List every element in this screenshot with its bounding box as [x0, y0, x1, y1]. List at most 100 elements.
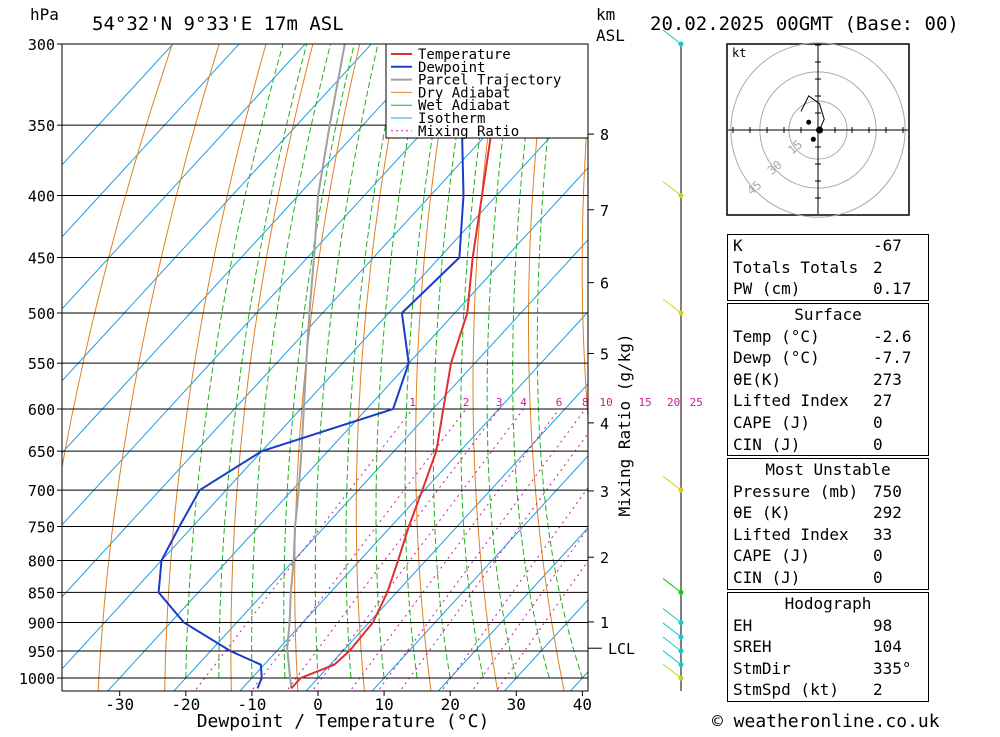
wind-barb	[662, 622, 682, 638]
mixing-ratio-value: 2	[463, 396, 470, 409]
temperature-line	[290, 44, 512, 690]
wind-barb	[662, 298, 682, 314]
km-tick-label: 3	[600, 483, 609, 501]
pressure-tick-label: 900	[28, 615, 55, 633]
wet-adiabat	[432, 44, 472, 679]
pressure-tick-label: 1000	[19, 670, 55, 688]
dry-adiabat	[581, 105, 588, 424]
most-unstable-row: CIN (J) 0	[733, 567, 883, 587]
pressure-unit-label: hPa	[30, 5, 59, 24]
wind-barb-column	[662, 29, 684, 691]
location-title: 54°32'N 9°33'E 17m ASL	[92, 13, 344, 35]
legend-entry: Temperature	[418, 47, 511, 63]
most-unstable-row: CAPE (J) 0	[733, 546, 883, 566]
pressure-tick-label: 400	[28, 187, 55, 205]
temperature-tick-label: 40	[573, 695, 592, 714]
mixing-ratio-value: 25	[690, 396, 703, 409]
mixing-ratio-value: 4	[520, 396, 527, 409]
isotherm	[173, 239, 588, 691]
isotherm	[239, 311, 588, 691]
km-tick-label: 7	[600, 202, 609, 220]
surface-row: Dewp (°C) -7.7	[733, 348, 912, 368]
most-unstable-row: θE (K) 292	[733, 503, 902, 523]
dry-adiabat	[164, 44, 267, 691]
pressure-tick-label: 700	[28, 482, 55, 500]
hodograph-marker	[806, 119, 812, 125]
mixing-ratio-value: 3	[496, 396, 503, 409]
credit-text: © weatheronline.co.uk	[712, 711, 940, 732]
surface-row: Temp (°C) -2.6	[733, 326, 912, 346]
mixing-ratio-line	[285, 408, 500, 691]
plot-frame	[61, 43, 589, 692]
wet-adiabat	[512, 44, 550, 679]
surface-row: Lifted Index 27	[733, 391, 893, 411]
most-unstable-row: Lifted Index 33	[733, 524, 893, 544]
pressure-tick-label: 750	[28, 519, 55, 537]
km-tick-label: 6	[600, 275, 609, 293]
temperature-tick-label: -20	[171, 695, 200, 714]
hodograph-row: StmDir 335°	[733, 658, 912, 678]
wet-adiabat	[486, 44, 517, 679]
profile-lines	[157, 44, 518, 690]
hodograph-marker	[810, 136, 816, 142]
mixing-ratio-line	[311, 408, 524, 691]
pressure-tick-label: 450	[28, 250, 55, 268]
legend-entry: Isotherm	[418, 111, 485, 127]
dry-adiabat	[415, 44, 455, 691]
mixing-ratio-line	[377, 408, 586, 691]
pressure-tick-label: 500	[28, 305, 55, 323]
isotherm	[62, 44, 439, 454]
mixing-ratio-line	[250, 408, 467, 691]
dry-adiabat	[967, 26, 1000, 699]
hodograph-table: Hodograph EH 98 SREH 104 StmDir 335° StmSpd…	[727, 592, 929, 702]
wind-barb	[662, 29, 682, 45]
index-row-pw: PW (cm) 0.17	[733, 279, 912, 299]
dry-adiabat	[230, 44, 314, 691]
isotherm	[371, 455, 588, 691]
mixing-ratio-value: 6	[556, 396, 563, 409]
pressure-tick-label: 800	[28, 552, 55, 570]
pressure-tick-label: 600	[28, 401, 55, 419]
surface-row: θE(K) 273	[733, 369, 902, 389]
legend-entry: Wet Adiabat	[418, 98, 511, 114]
hodograph-unit: kt	[732, 46, 746, 60]
most-unstable-table: Most Unstable Pressure (mb) 750 θE (K) 292…	[727, 458, 929, 590]
plot-area	[62, 26, 1000, 699]
height-km-axis: 8 7 6 5 4 3 2 1 LCL	[588, 126, 635, 658]
legend-box	[385, 43, 589, 139]
wet-adiabat	[460, 44, 494, 679]
temperature-tick-label: 0	[313, 695, 323, 714]
mixing-ratio-value: 1	[409, 396, 416, 409]
general-indices-table: K -67 Totals Totals 2 PW (cm) 0.17	[727, 234, 929, 301]
pressure-tick-label: 550	[28, 355, 55, 373]
hodograph-trace	[800, 95, 825, 131]
isotherm	[305, 383, 588, 691]
surface-table: Surface Temp (°C) -2.6 Dewp (°C) -7.7 θE(K…	[727, 303, 929, 457]
temperature-tick-label: -30	[105, 695, 134, 714]
km-tick-label: 2	[600, 549, 609, 567]
wind-barb	[662, 578, 682, 593]
isotherm	[62, 44, 306, 310]
dry-adiabat	[921, 26, 1000, 699]
most-unstable-title: Most Unstable	[765, 460, 891, 479]
dry-adiabat	[62, 44, 173, 470]
pressure-tick-label: 850	[28, 584, 55, 602]
pressure-axis: 300 350 400 450 500 550 600 650 700 750 800 850 900 9…	[19, 36, 62, 688]
km-unit-label: km	[596, 5, 615, 24]
dry-adiabat	[355, 44, 408, 691]
dry-adiabat	[528, 44, 565, 691]
x-axis-label: Dewpoint / Temperature (°C)	[197, 711, 490, 732]
dry-adiabat	[97, 44, 220, 691]
mixing-ratio-line	[399, 432, 588, 691]
wet-adiabat	[283, 44, 355, 678]
wet-adiabat	[314, 44, 379, 679]
wind-barb	[662, 636, 682, 652]
mixing-ratio-value: 15	[638, 396, 651, 409]
wet-adiabat	[218, 44, 308, 679]
date-title: 20.02.2025 00GMT (Base: 00)	[650, 13, 959, 35]
temperature-tick-label: 10	[374, 695, 393, 714]
pressure-tick-label: 950	[28, 643, 55, 661]
